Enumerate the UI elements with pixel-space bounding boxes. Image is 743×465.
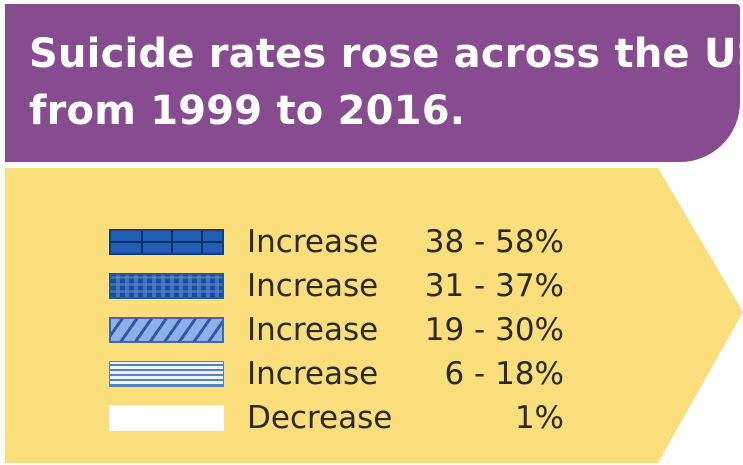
legend-label: Decrease (247, 400, 393, 436)
legend-swatch-lined-light-blue (109, 361, 224, 387)
legend-swatch-white (109, 405, 224, 431)
legend-range: 6 - 18% (444, 356, 564, 392)
legend: Increase 38 - 58% Increase 31 - 37% Incr… (106, 220, 576, 440)
legend-item-increase-31-37: Increase 31 - 37% (106, 264, 576, 308)
legend-label: Increase (247, 224, 379, 260)
legend-swatch-dotted-blue (109, 273, 224, 299)
legend-label: Increase (247, 268, 379, 304)
title-line-2: from 1999 to 2016. (29, 88, 466, 134)
title-line-1: Suicide rates rose across the US (29, 31, 743, 77)
legend-swatch-hatched-blue (109, 317, 224, 343)
legend-item-decrease-1: Decrease 1% (106, 396, 576, 440)
legend-range: 1% (514, 400, 564, 436)
legend-swatch-solid-blue (109, 229, 224, 255)
legend-label: Increase (247, 356, 379, 392)
page-title: Suicide rates rose across the US from 19… (29, 26, 743, 140)
legend-range: 38 - 58% (424, 224, 564, 260)
legend-item-increase-38-58: Increase 38 - 58% (106, 220, 576, 264)
legend-item-increase-19-30: Increase 19 - 30% (106, 308, 576, 352)
legend-item-increase-6-18: Increase 6 - 18% (106, 352, 576, 396)
legend-range: 19 - 30% (424, 312, 564, 348)
title-banner: Suicide rates rose across the US from 19… (5, 4, 743, 162)
legend-range: 31 - 37% (424, 268, 564, 304)
legend-label: Increase (247, 312, 379, 348)
